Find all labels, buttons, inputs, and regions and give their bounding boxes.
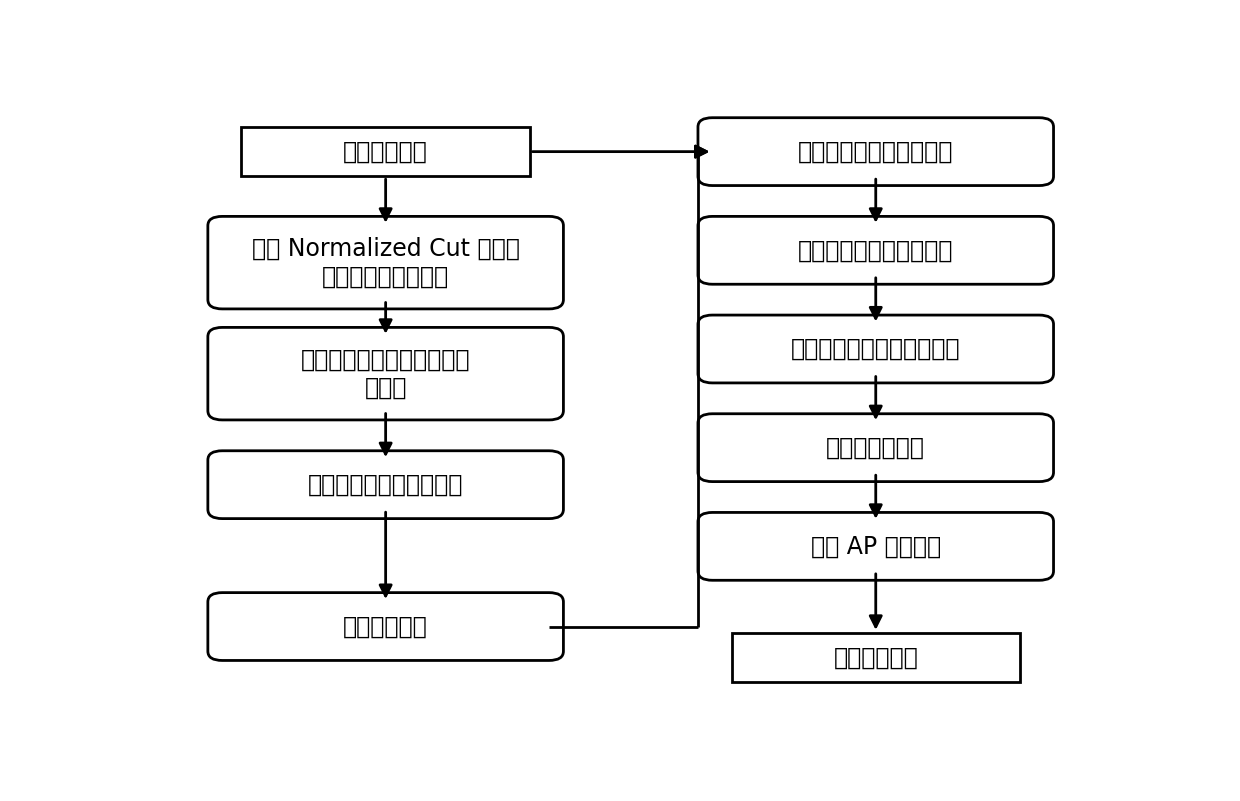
FancyBboxPatch shape [208, 451, 563, 518]
FancyBboxPatch shape [208, 216, 563, 309]
FancyBboxPatch shape [698, 414, 1054, 481]
Text: 计算超像素欧氏距离矩阵: 计算超像素欧氏距离矩阵 [308, 473, 464, 497]
FancyBboxPatch shape [698, 118, 1054, 186]
Text: 计算超像素模糊连接度矩阵: 计算超像素模糊连接度矩阵 [791, 337, 961, 361]
Text: 输入彩色图像: 输入彩色图像 [343, 139, 428, 163]
Text: 计算相似度矩阵: 计算相似度矩阵 [826, 436, 925, 460]
FancyBboxPatch shape [698, 216, 1054, 284]
Text: 计算邻域半径: 计算邻域半径 [343, 614, 428, 638]
Text: 计算超像素邻近关系矩阵: 计算超像素邻近关系矩阵 [799, 139, 954, 163]
FancyBboxPatch shape [698, 315, 1054, 383]
Text: 调用 AP 聚类算法: 调用 AP 聚类算法 [811, 534, 941, 558]
FancyBboxPatch shape [242, 127, 529, 176]
FancyBboxPatch shape [208, 328, 563, 420]
Text: 提取超像素的空间特征和密
度特征: 提取超像素的空间特征和密 度特征 [301, 348, 470, 400]
Text: 计算超像素亲和关系矩阵: 计算超像素亲和关系矩阵 [799, 239, 954, 262]
Text: 生成分割结果: 生成分割结果 [833, 646, 918, 670]
FancyBboxPatch shape [732, 633, 1019, 682]
FancyBboxPatch shape [208, 593, 563, 661]
FancyBboxPatch shape [698, 513, 1054, 580]
Text: 使用 Normalized Cut 超像素
技术进行超像素分割: 使用 Normalized Cut 超像素 技术进行超像素分割 [252, 237, 520, 288]
